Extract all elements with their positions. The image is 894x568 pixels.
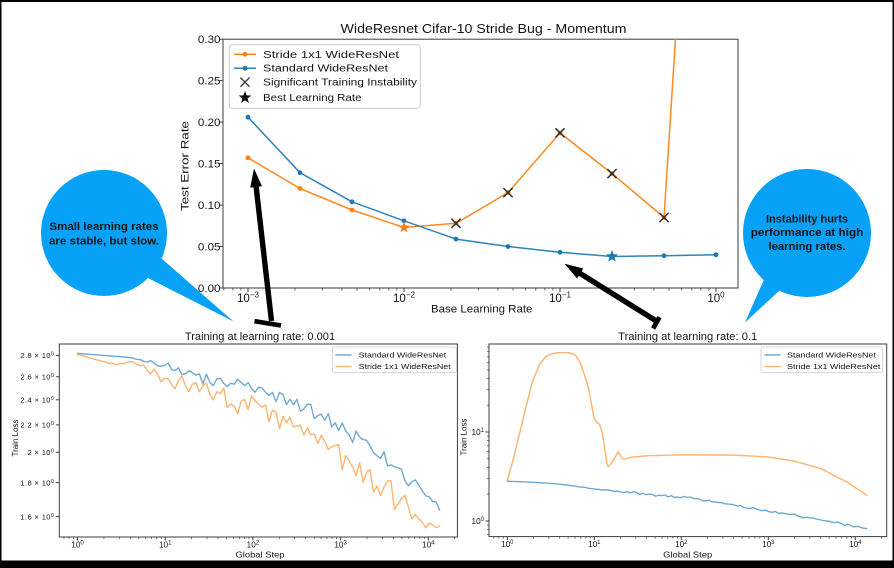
svg-text:0.10: 0.10 xyxy=(198,200,221,212)
svg-text:101: 101 xyxy=(472,428,485,437)
svg-text:0.15: 0.15 xyxy=(198,159,221,171)
svg-text:Training at learning rate: 0.1: Training at learning rate: 0.1 xyxy=(618,331,757,343)
svg-text:104: 104 xyxy=(422,540,435,549)
svg-text:100: 100 xyxy=(71,540,84,549)
svg-text:104: 104 xyxy=(849,540,862,549)
svg-text:1.6 × 100: 1.6 × 100 xyxy=(20,512,54,521)
svg-text:Base Learning Rate: Base Learning Rate xyxy=(431,304,532,316)
svg-text:Test Error Rate: Test Error Rate xyxy=(180,121,192,211)
svg-text:Global Step: Global Step xyxy=(663,549,712,559)
svg-text:Stride 1x1 WideResNet: Stride 1x1 WideResNet xyxy=(359,362,452,371)
svg-text:Standard WideResNet: Standard WideResNet xyxy=(263,64,388,75)
svg-text:103: 103 xyxy=(334,540,347,549)
svg-text:learning rates.: learning rates. xyxy=(769,241,846,253)
svg-text:0.00: 0.00 xyxy=(198,283,221,295)
svg-text:Best Learning Rate: Best Learning Rate xyxy=(263,93,362,104)
svg-text:103: 103 xyxy=(762,540,775,549)
svg-text:Global Step: Global Step xyxy=(236,549,285,559)
svg-text:101: 101 xyxy=(159,540,172,549)
svg-text:0.30: 0.30 xyxy=(198,34,221,46)
svg-text:Stride 1x1 WideResNet: Stride 1x1 WideResNet xyxy=(263,50,399,61)
svg-text:Train Loss: Train Loss xyxy=(459,419,469,456)
svg-text:102: 102 xyxy=(675,540,688,549)
svg-text:Small learning rates: Small learning rates xyxy=(50,221,159,233)
svg-text:2 × 100: 2 × 100 xyxy=(27,448,54,457)
svg-text:2.8 × 100: 2.8 × 100 xyxy=(20,351,54,360)
svg-text:2.4 × 100: 2.4 × 100 xyxy=(20,396,54,405)
svg-text:102: 102 xyxy=(247,540,260,549)
svg-text:Significant Training Instabili: Significant Training Instability xyxy=(263,78,417,89)
svg-text:2.6 × 100: 2.6 × 100 xyxy=(20,373,54,382)
svg-text:0.25: 0.25 xyxy=(198,76,221,88)
svg-text:101: 101 xyxy=(588,540,601,549)
svg-text:Instability hurts: Instability hurts xyxy=(766,213,848,225)
svg-text:WideResnet Cifar-10 Stride Bug: WideResnet Cifar-10 Stride Bug - Momentu… xyxy=(341,22,627,36)
svg-text:0.20: 0.20 xyxy=(198,117,221,129)
svg-text:performance at high: performance at high xyxy=(751,227,864,239)
svg-text:1.8 × 100: 1.8 × 100 xyxy=(20,478,54,487)
svg-text:Standard WideResNet: Standard WideResNet xyxy=(787,350,877,359)
svg-text:Stride 1x1 WideResNet: Stride 1x1 WideResNet xyxy=(787,362,881,371)
svg-text:Train Loss: Train Loss xyxy=(10,420,20,457)
svg-text:Training at learning rate: 0.0: Training at learning rate: 0.001 xyxy=(185,331,335,343)
svg-text:100: 100 xyxy=(501,540,514,549)
svg-text:Standard WideResNet: Standard WideResNet xyxy=(359,350,448,359)
svg-text:2.2 × 100: 2.2 × 100 xyxy=(20,421,54,430)
svg-text:100: 100 xyxy=(472,517,485,526)
svg-text:0.05: 0.05 xyxy=(198,241,221,253)
svg-text:are stable, but slow.: are stable, but slow. xyxy=(49,236,159,248)
